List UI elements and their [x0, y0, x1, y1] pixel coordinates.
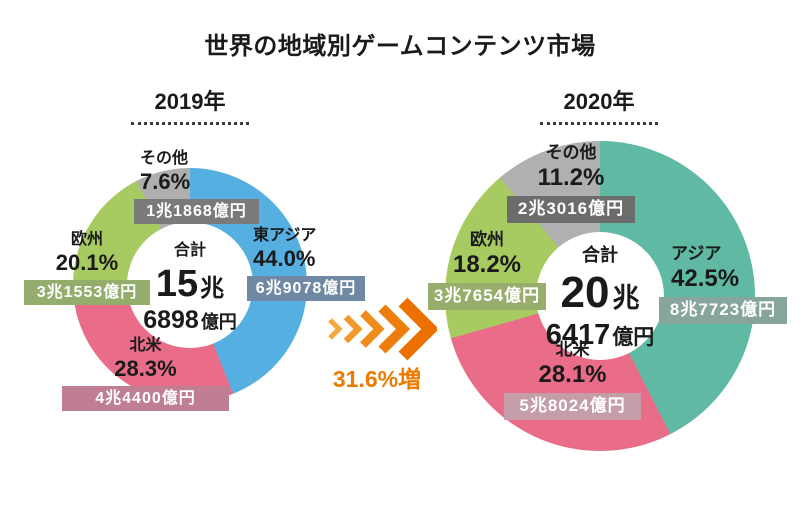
- total-label: 合計: [173, 242, 206, 259]
- total-trillion: 15兆: [122, 265, 258, 303]
- segment-label-2020-asia: アジア 42.5% 8兆7723億円: [659, 244, 787, 324]
- segment-label-2020-north-america: 北米 28.1% 5兆8024億円: [504, 340, 641, 420]
- segment-value-badge: 6兆9078億円: [247, 275, 365, 302]
- segment-name: アジア: [671, 244, 722, 263]
- segment-label-2019-other: その他 7.6% 1兆1868億円: [134, 150, 259, 225]
- segment-label-2020-europe: 欧州 18.2% 3兆7654億円: [428, 230, 546, 310]
- segment-value-badge: 4兆4400億円: [62, 385, 229, 412]
- segment-value-badge: 5兆8024億円: [504, 393, 641, 420]
- total-label: 合計: [582, 245, 618, 265]
- increase-label: 31.6%増: [332, 366, 422, 392]
- segment-percent: 42.5%: [671, 264, 740, 292]
- segment-value-badge: 8兆7723億円: [659, 297, 787, 324]
- segment-percent: 7.6%: [140, 168, 191, 194]
- total-billion: 6898 億円: [122, 308, 258, 333]
- total-billion: 6417億円: [522, 321, 678, 350]
- segment-percent: 20.1%: [55, 249, 119, 275]
- year-label-2019: 2019年: [131, 84, 249, 125]
- total-trillion: 20 兆: [522, 271, 678, 315]
- donut-hole-2020: [536, 232, 664, 360]
- total-trillion-value: 20: [560, 268, 610, 317]
- growth-arrow-icon: [328, 297, 437, 361]
- segment-percent: 28.1%: [538, 360, 607, 388]
- segment-label-2019-north-america: 北米 28.3% 4兆4400億円: [62, 337, 229, 412]
- segment-value-badge: 3兆1553億円: [24, 279, 150, 306]
- total-billion-value: 6417: [545, 319, 611, 351]
- segment-name: その他: [140, 150, 189, 167]
- segment-percent: 44.0%: [253, 245, 316, 271]
- year-label-2020: 2020年: [540, 84, 658, 125]
- segment-value-badge: 1兆1868億円: [134, 198, 259, 225]
- segment-label-2019-east-asia: 東アジア 44.0% 6兆9078億円: [247, 227, 365, 302]
- segment-name: 北米: [129, 337, 162, 354]
- page-title: 世界の地域別ゲームコンテンツ市場: [204, 33, 596, 60]
- segment-value-badge: 3兆7654億円: [428, 283, 546, 310]
- segment-percent: 11.2%: [537, 163, 605, 191]
- segment-name: 欧州: [70, 231, 103, 248]
- segment-name: その他: [545, 143, 597, 162]
- total-2019: 合計 15兆 6898 億円: [122, 243, 258, 333]
- segment-label-2020-other: その他 11.2% 2兆3016億円: [507, 143, 635, 223]
- segment-label-2019-europe: 欧州 20.1% 3兆1553億円: [24, 231, 150, 306]
- segment-value-badge: 2兆3016億円: [507, 196, 635, 223]
- total-billion-unit: 億円: [612, 326, 655, 349]
- total-trillion-unit: 兆: [200, 275, 225, 302]
- total-trillion-unit: 兆: [612, 283, 640, 313]
- total-2020: 合計 20 兆 6417億円: [522, 246, 678, 350]
- segment-percent: 28.3%: [114, 355, 177, 381]
- total-billion-value: 6898: [143, 306, 199, 334]
- segment-name: 欧州: [470, 230, 504, 249]
- segment-name: 東アジア: [253, 227, 317, 244]
- total-billion-unit: 億円: [200, 312, 237, 332]
- segment-percent: 18.2%: [452, 250, 522, 278]
- total-trillion-value: 15: [155, 263, 199, 305]
- segment-name: 北米: [555, 340, 590, 359]
